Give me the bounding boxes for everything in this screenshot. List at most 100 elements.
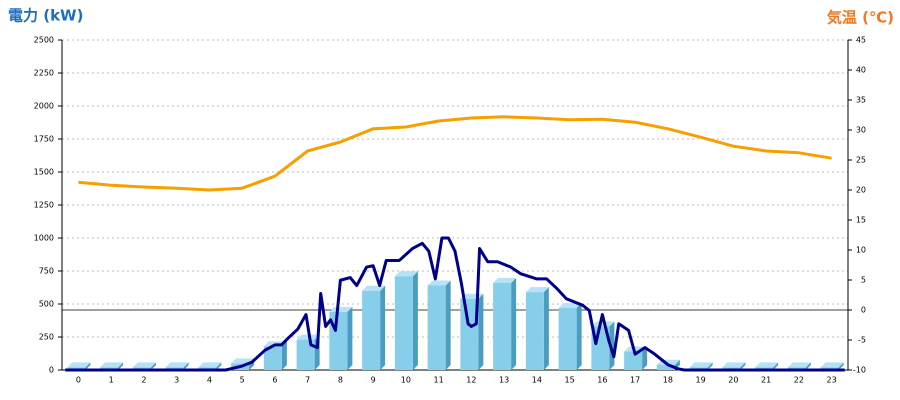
- x-tick-label: 22: [794, 376, 804, 385]
- bar-side: [478, 293, 484, 370]
- bar-top: [132, 362, 156, 368]
- bar-top: [67, 362, 91, 368]
- y-tick-label: 1500: [34, 168, 54, 177]
- y2-tick-label: -5: [858, 336, 866, 345]
- x-tick-label: 9: [371, 376, 376, 385]
- x-tick-label: 15: [565, 376, 575, 385]
- y-axis-title: 電力 (kW): [8, 7, 83, 25]
- bar-side: [183, 362, 189, 370]
- y-tick-label: 1000: [34, 234, 54, 243]
- bar-side: [150, 362, 156, 370]
- bar-side: [511, 277, 517, 370]
- y-tick-label: 2500: [34, 36, 54, 45]
- bar-top: [591, 321, 615, 327]
- bar: [427, 285, 446, 370]
- y-tick-label: 750: [39, 267, 54, 276]
- y2-tick-label: 20: [856, 186, 866, 195]
- bar-side: [805, 362, 811, 370]
- y2-tick-label: 40: [856, 66, 866, 75]
- bar-side: [543, 287, 549, 370]
- x-tick-label: 20: [728, 376, 738, 385]
- bar-side: [773, 362, 779, 370]
- bar-side: [642, 346, 648, 370]
- y2-tick-label: 45: [856, 36, 866, 45]
- x-tick-label: 6: [272, 376, 277, 385]
- y-tick-label: 2000: [34, 102, 54, 111]
- y-tick-label: 1750: [34, 135, 54, 144]
- y2-tick-label: 5: [861, 276, 866, 285]
- bar-top: [722, 362, 746, 368]
- bar: [656, 364, 675, 370]
- bar-top: [362, 285, 386, 291]
- x-tick-label: 0: [76, 376, 81, 385]
- bar-side: [85, 362, 91, 370]
- bar: [460, 298, 479, 370]
- y2-tick-label: 35: [856, 96, 866, 105]
- x-tick-label: 12: [466, 376, 476, 385]
- bar-top: [165, 362, 189, 368]
- y-tick-label: 500: [39, 300, 54, 309]
- x-tick-label: 18: [663, 376, 673, 385]
- bar-side: [118, 362, 124, 370]
- bar: [493, 282, 512, 370]
- x-tick-label: 1: [109, 376, 114, 385]
- x-tick-label: 4: [207, 376, 212, 385]
- bar-side: [347, 306, 353, 370]
- y2-tick-label: 0: [861, 306, 866, 315]
- x-tick-label: 21: [761, 376, 771, 385]
- bar-side: [380, 285, 386, 370]
- bar: [263, 346, 282, 370]
- y2-tick-label: -10: [853, 366, 866, 375]
- bar-top: [689, 362, 713, 368]
- bar: [296, 339, 315, 370]
- x-tick-label: 10: [401, 376, 411, 385]
- bar: [558, 307, 577, 370]
- bar-top: [755, 362, 779, 368]
- bar-top: [525, 287, 549, 293]
- y-tick-label: 2250: [34, 69, 54, 78]
- x-tick-label: 13: [499, 376, 509, 385]
- y2-axis-title: 気温 (℃): [827, 9, 894, 27]
- bar-side: [838, 362, 844, 370]
- power-line: [65, 236, 845, 372]
- bar-side: [281, 341, 287, 370]
- y-tick-label: 0: [49, 366, 54, 375]
- bar: [394, 276, 413, 370]
- bar-top: [329, 306, 353, 312]
- x-tick-label: 14: [532, 376, 542, 385]
- bar-side: [412, 271, 418, 370]
- x-tick-label: 16: [597, 376, 607, 385]
- bar-top: [558, 302, 582, 308]
- temperature-line: [78, 115, 832, 192]
- x-tick-label: 19: [696, 376, 706, 385]
- bar-side: [445, 280, 451, 370]
- x-tick-label: 23: [827, 376, 837, 385]
- x-tick-label: 11: [434, 376, 444, 385]
- x-tick-label: 5: [240, 376, 245, 385]
- y2-tick-label: 30: [856, 126, 866, 135]
- y-tick-label: 1250: [34, 201, 54, 210]
- x-tick-label: 3: [174, 376, 179, 385]
- bar-side: [576, 302, 582, 370]
- bar: [624, 351, 643, 370]
- x-tick-label: 2: [141, 376, 146, 385]
- x-tick-label: 17: [630, 376, 640, 385]
- bar-side: [740, 362, 746, 370]
- y2-tick-label: 10: [856, 246, 866, 255]
- y2-tick-label: 15: [856, 216, 866, 225]
- y-tick-label: 250: [39, 333, 54, 342]
- bar-top: [820, 362, 844, 368]
- bar: [362, 290, 381, 370]
- bar-top: [394, 271, 418, 277]
- bar-top: [100, 362, 124, 368]
- x-tick-label: 8: [338, 376, 343, 385]
- bar-top: [787, 362, 811, 368]
- bar-top: [493, 277, 517, 283]
- y2-tick-label: 25: [856, 156, 866, 165]
- bar-top: [427, 280, 451, 286]
- bar-side: [216, 362, 222, 370]
- bar-side: [707, 362, 713, 370]
- bar: [525, 292, 544, 370]
- x-tick-label: 7: [305, 376, 310, 385]
